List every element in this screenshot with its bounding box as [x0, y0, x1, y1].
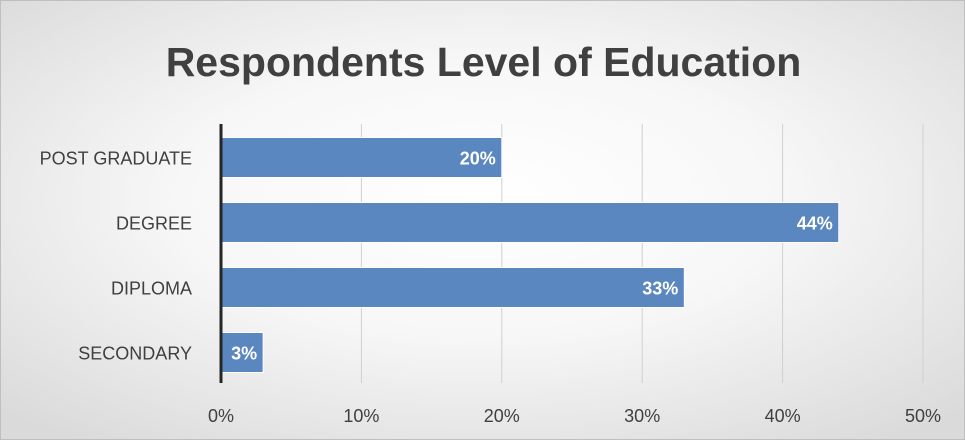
x-tick-label: 20% [484, 406, 520, 426]
x-tick-label: 40% [765, 406, 801, 426]
category-label: SECONDARY [78, 344, 192, 364]
data-label: 3% [231, 344, 257, 364]
x-tick-label: 10% [343, 406, 379, 426]
data-label: 44% [797, 214, 833, 234]
x-tick-label: 30% [624, 406, 660, 426]
bar [220, 202, 840, 243]
x-tick-label: 50% [905, 406, 941, 426]
chart-title: Respondents Level of Education [165, 39, 802, 85]
data-label: 33% [642, 279, 678, 299]
x-tick-label: 0% [208, 406, 234, 426]
bar [220, 267, 685, 308]
data-label: 20% [460, 149, 496, 169]
category-label: POST GRADUATE [40, 149, 192, 169]
category-label: DIPLOMA [111, 279, 192, 299]
category-label: DEGREE [116, 214, 192, 234]
bar [220, 332, 264, 373]
